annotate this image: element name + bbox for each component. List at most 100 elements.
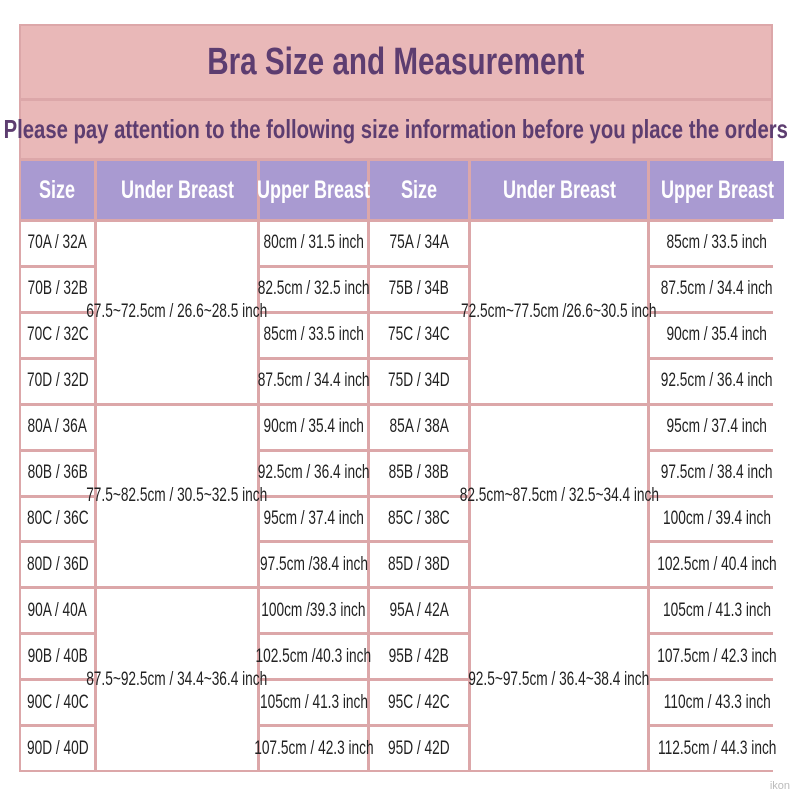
size-cell-text: 85A / 38A bbox=[389, 416, 449, 438]
size-cell: 70C / 32C bbox=[21, 313, 94, 357]
upper-breast-cell: 110cm / 43.3 inch bbox=[650, 681, 784, 725]
upper-breast-cell: 87.5cm / 34.4 inch bbox=[257, 359, 370, 403]
size-cell: 75D / 34D bbox=[370, 359, 468, 403]
upper-breast-cell: 100cm / 39.4 inch bbox=[650, 497, 784, 541]
size-cell: 80D / 36D bbox=[21, 543, 94, 587]
size-cell-text: 80D / 36D bbox=[26, 553, 89, 575]
size-cell-text: 95C / 42C bbox=[388, 691, 450, 713]
size-cell: 75B / 34B bbox=[370, 267, 468, 311]
upper-breast-cell: 90cm / 35.4 inch bbox=[650, 313, 784, 357]
upper-breast-cell-text: 87.5cm / 34.4 inch bbox=[257, 370, 370, 392]
upper-breast-cell: 92.5cm / 36.4 inch bbox=[257, 451, 370, 495]
size-cell: 95B / 42B bbox=[370, 635, 468, 679]
column-header: Under Breast bbox=[97, 161, 257, 219]
size-cell: 70D / 32D bbox=[21, 359, 94, 403]
size-cell-text: 70A / 32A bbox=[27, 232, 88, 254]
size-cell: 80A / 36A bbox=[21, 405, 94, 449]
size-chart-table: Bra Size and Measurement Please pay atte… bbox=[4, 24, 788, 772]
under-breast-range: 77.5~82.5cm / 30.5~32.5 inch bbox=[86, 405, 268, 587]
size-cell-text: 95D / 42D bbox=[388, 737, 450, 759]
upper-breast-cell-text: 100cm /39.3 inch bbox=[261, 599, 366, 621]
size-cell-text: 80C / 36C bbox=[26, 507, 89, 529]
upper-breast-cell-text: 90cm / 35.4 inch bbox=[263, 416, 364, 438]
upper-breast-cell-text: 100cm / 39.4 inch bbox=[663, 507, 772, 529]
column-header: Size bbox=[370, 161, 468, 219]
size-cell: 90D / 40D bbox=[21, 727, 94, 770]
upper-breast-cell-text: 92.5cm / 36.4 inch bbox=[661, 370, 773, 392]
size-cell-text: 85D / 38D bbox=[388, 553, 450, 575]
size-cell-text: 70D / 32D bbox=[26, 370, 89, 392]
upper-breast-cell: 95cm / 37.4 inch bbox=[650, 405, 784, 449]
size-cell-text: 95B / 42B bbox=[388, 645, 450, 667]
size-cell: 75C / 34C bbox=[370, 313, 468, 357]
size-cell: 85C / 38C bbox=[370, 497, 468, 541]
size-cell-text: 90C / 40C bbox=[26, 691, 89, 713]
size-cell-text: 90B / 40B bbox=[27, 645, 88, 667]
size-cell-text: 95A / 42A bbox=[389, 599, 449, 621]
upper-breast-cell-text: 95cm / 37.4 inch bbox=[263, 507, 364, 529]
column-header: Size bbox=[21, 161, 94, 219]
under-breast-range-text: 77.5~82.5cm / 30.5~32.5 inch bbox=[86, 484, 268, 506]
size-cell-text: 75B / 34B bbox=[388, 278, 450, 300]
size-cell-text: 85B / 38B bbox=[388, 462, 450, 484]
column-header-text: Size bbox=[400, 175, 438, 204]
upper-breast-cell-text: 80cm / 31.5 inch bbox=[263, 232, 364, 254]
upper-breast-cell-text: 87.5cm / 34.4 inch bbox=[661, 278, 773, 300]
upper-breast-cell: 97.5cm / 38.4 inch bbox=[650, 451, 784, 495]
size-cell: 80C / 36C bbox=[21, 497, 94, 541]
size-cell: 70A / 32A bbox=[21, 222, 94, 265]
upper-breast-cell: 82.5cm / 32.5 inch bbox=[258, 267, 369, 311]
size-grid: Size Under Breast Upper Breast Size Under Br… bbox=[21, 161, 784, 770]
size-cell: 95C / 42C bbox=[370, 681, 468, 725]
upper-breast-cell-text: 95cm / 37.4 inch bbox=[666, 416, 768, 438]
under-breast-range-text: 82.5cm~87.5cm / 32.5~34.4 inch bbox=[459, 484, 659, 506]
size-cell: 95A / 42A bbox=[370, 589, 468, 633]
chart-subtitle: Please pay attention to the following si… bbox=[4, 101, 788, 158]
size-cell: 90B / 40B bbox=[21, 635, 94, 679]
upper-breast-cell: 92.5cm / 36.4 inch bbox=[650, 359, 784, 403]
size-cell: 75A / 34A bbox=[370, 222, 468, 265]
upper-breast-cell: 107.5cm / 42.3 inch bbox=[650, 635, 784, 679]
size-cell: 95D / 42D bbox=[370, 727, 468, 770]
column-header-text: Upper Breast bbox=[660, 175, 774, 204]
upper-breast-cell: 80cm / 31.5 inch bbox=[260, 222, 367, 265]
size-cell-text: 70C / 32C bbox=[26, 324, 89, 346]
size-cell: 90A / 40A bbox=[21, 589, 94, 633]
size-cell: 85B / 38B bbox=[370, 451, 468, 495]
upper-breast-cell-text: 97.5cm / 38.4 inch bbox=[661, 462, 773, 484]
size-cell-text: 80B / 36B bbox=[27, 462, 88, 484]
size-cell: 80B / 36B bbox=[21, 451, 94, 495]
column-header: Upper Breast bbox=[257, 161, 370, 219]
upper-breast-cell: 105cm / 41.3 inch bbox=[260, 681, 368, 725]
column-header-text: Under Breast bbox=[502, 175, 616, 204]
upper-breast-cell: 112.5cm / 44.3 inch bbox=[650, 727, 784, 770]
upper-breast-cell: 102.5cm / 40.4 inch bbox=[650, 543, 784, 587]
upper-breast-cell: 102.5cm /40.3 inch bbox=[256, 635, 371, 679]
column-header: Under Breast bbox=[471, 161, 647, 219]
size-cell: 85D / 38D bbox=[370, 543, 468, 587]
under-breast-range-text: 92.5~97.5cm / 36.4~38.4 inch bbox=[468, 668, 650, 690]
size-cell: 90C / 40C bbox=[21, 681, 94, 725]
upper-breast-cell: 95cm / 37.4 inch bbox=[260, 497, 367, 541]
size-cell: 85A / 38A bbox=[370, 405, 468, 449]
size-cell-text: 90D / 40D bbox=[26, 737, 89, 759]
size-cell-text: 85C / 38C bbox=[388, 507, 450, 529]
size-cell-text: 75A / 34A bbox=[389, 232, 449, 254]
column-header-text: Under Breast bbox=[120, 175, 234, 204]
under-breast-range-text: 72.5cm~77.5cm /26.6~30.5 inch bbox=[461, 301, 657, 323]
under-breast-range: 67.5~72.5cm / 26.6~28.5 inch bbox=[86, 222, 268, 403]
size-cell-text: 70B / 32B bbox=[27, 278, 88, 300]
size-cell-text: 75C / 34C bbox=[388, 324, 450, 346]
under-breast-range: 82.5cm~87.5cm / 32.5~34.4 inch bbox=[459, 405, 659, 587]
upper-breast-cell: 97.5cm /38.4 inch bbox=[259, 543, 368, 587]
upper-breast-cell-text: 97.5cm /38.4 inch bbox=[259, 553, 368, 575]
upper-breast-cell-text: 90cm / 35.4 inch bbox=[666, 324, 768, 346]
upper-breast-cell-text: 85cm / 33.5 inch bbox=[666, 232, 768, 254]
under-breast-range: 87.5~92.5cm / 34.4~36.4 inch bbox=[86, 589, 268, 770]
upper-breast-cell: 85cm / 33.5 inch bbox=[260, 313, 367, 357]
upper-breast-cell-text: 92.5cm / 36.4 inch bbox=[257, 462, 370, 484]
chart-subtitle-text: Please pay attention to the following si… bbox=[3, 114, 789, 144]
upper-breast-cell: 105cm / 41.3 inch bbox=[650, 589, 784, 633]
upper-breast-cell-text: 102.5cm /40.3 inch bbox=[255, 645, 372, 667]
upper-breast-cell-text: 85cm / 33.5 inch bbox=[263, 324, 364, 346]
